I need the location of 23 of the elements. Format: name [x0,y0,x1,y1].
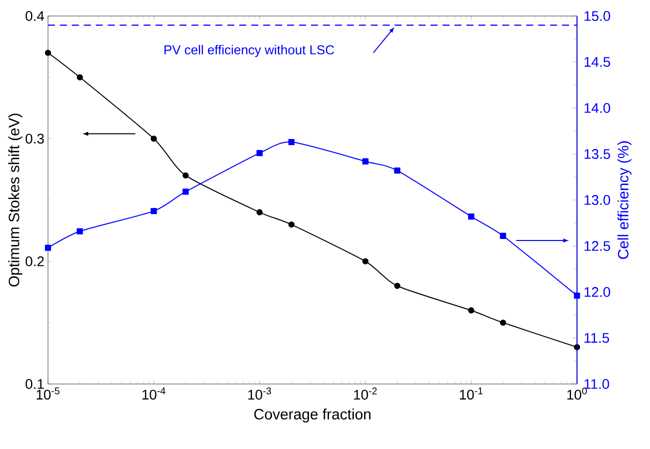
y2-tick-label: 11.5 [584,333,610,343]
x-tick-label: 10$^{-2}$ [354,388,377,400]
ref-line-label: PV cell efficiency without LSC [164,44,334,57]
y-axis-title: Optimum Stokes shift (eV) [8,114,22,286]
y2-tick-label: 13.0 [584,195,610,205]
y2-axis-title: Cell efficiency (%) [618,141,632,259]
y-tick-label: 0.4 [26,11,44,21]
x-tick-label: 10$^{-3}$ [248,388,272,400]
y2-tick-label: 15.0 [584,11,610,21]
y-tick-label: 0.1 [26,379,44,389]
y2-tick-label: 13.5 [584,149,610,159]
x-tick-label: 10$^{0}$ [567,388,587,400]
x-axis-title: Coverage fraction [254,408,370,422]
y2-tick-label: 14.0 [584,103,610,113]
y2-tick-label: 14.5 [584,57,610,67]
y-tick-label: 0.2 [26,256,44,266]
x-tick-label: 10$^{-5}$ [36,388,60,400]
y2-tick-label: 11.0 [584,379,610,389]
x-tick-label: 10$^{-1}$ [460,388,483,400]
y-tick-label: 0.3 [26,134,44,144]
y2-tick-label: 12.0 [584,287,610,297]
y2-tick-label: 12.5 [584,241,610,251]
x-tick-label: 10$^{-4}$ [142,388,166,400]
